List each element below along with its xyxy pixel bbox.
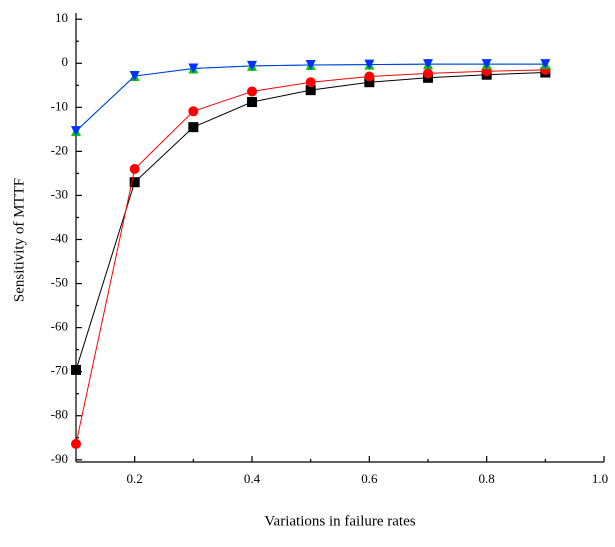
y-tick-label: -70 bbox=[51, 363, 68, 378]
x-tick-label: 1.0 bbox=[592, 471, 608, 486]
series-line bbox=[75, 69, 546, 445]
x-tick-label: 0.4 bbox=[244, 471, 261, 486]
y-tick-label: 10 bbox=[55, 10, 68, 25]
x-axis-label: Variations in failure rates bbox=[264, 513, 415, 529]
y-tick-label: -60 bbox=[51, 319, 68, 334]
marker bbox=[364, 77, 375, 88]
marker bbox=[305, 60, 316, 71]
marker bbox=[188, 63, 199, 74]
marker bbox=[540, 59, 551, 70]
marker bbox=[129, 164, 140, 175]
marker bbox=[423, 68, 433, 79]
marker bbox=[305, 85, 316, 96]
marker bbox=[247, 60, 257, 71]
series-line bbox=[75, 72, 546, 371]
y-tick-label: -40 bbox=[51, 230, 68, 245]
marker bbox=[71, 364, 81, 375]
marker bbox=[364, 71, 375, 82]
marker bbox=[129, 71, 140, 82]
x-tick-label: 0.6 bbox=[361, 471, 378, 486]
marker bbox=[305, 77, 316, 88]
marker bbox=[71, 126, 81, 137]
marker bbox=[423, 59, 433, 70]
y-tick-label: -50 bbox=[51, 275, 68, 290]
marker bbox=[247, 97, 257, 108]
y-tick-label: -10 bbox=[51, 98, 68, 113]
y-tick-label: -20 bbox=[51, 142, 68, 157]
series-line bbox=[75, 63, 546, 132]
marker bbox=[481, 59, 492, 70]
y-tick-label: -90 bbox=[51, 451, 68, 466]
marker bbox=[188, 122, 199, 133]
marker bbox=[129, 177, 140, 188]
y-axis-label: Sensitivity of MTTF bbox=[11, 178, 27, 302]
marker bbox=[71, 438, 81, 449]
x-tick-label: 0.8 bbox=[479, 471, 495, 486]
marker bbox=[188, 106, 199, 117]
marker bbox=[364, 59, 375, 70]
marker bbox=[247, 86, 257, 97]
x-tick-label: 0.2 bbox=[127, 471, 143, 486]
y-tick-label: -30 bbox=[51, 186, 68, 201]
y-tick-label: -80 bbox=[51, 407, 68, 422]
y-tick-label: 0 bbox=[62, 54, 69, 69]
